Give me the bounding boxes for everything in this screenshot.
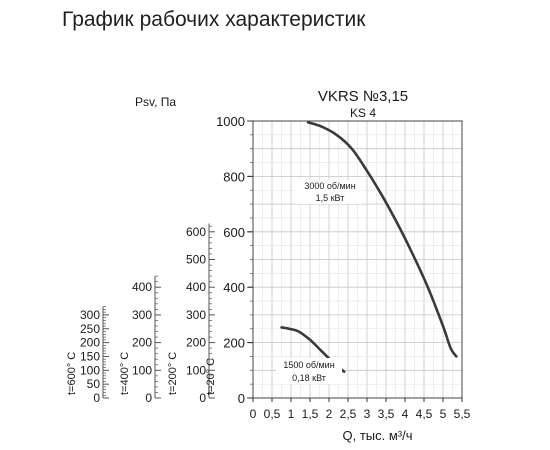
aux-tick-label: 250 <box>80 322 100 336</box>
aux-tick-label: 150 <box>80 349 100 363</box>
aux-tick-label: 300 <box>132 308 152 322</box>
series-label-1500: 1500 об/мин <box>283 360 334 370</box>
x-tick-label: 5,5 <box>454 407 471 421</box>
aux-tick-label: 500 <box>186 253 206 267</box>
x-tick-label: 2 <box>326 407 333 421</box>
y-tick-label: 800 <box>223 169 245 184</box>
aux-tick-label: 100 <box>80 363 100 377</box>
series-label-bg <box>276 358 342 384</box>
y-tick-label: 400 <box>223 280 245 295</box>
chart-subtitle: KS 4 <box>350 106 376 120</box>
aux-tick-label: 50 <box>87 377 101 391</box>
aux-temperature-label: t=200° C <box>167 352 179 395</box>
page-title: График рабочих характеристик <box>62 8 366 31</box>
aux-tick-label: 0 <box>93 391 100 405</box>
x-axis-label: Q, тыс. м³/ч <box>342 428 412 443</box>
aux-tick-label: 300 <box>186 308 206 322</box>
aux-tick-label: 100 <box>186 363 206 377</box>
auxiliary-pressure-scales: Psv, Па050100150200250300010020030040001… <box>66 95 253 405</box>
aux-tick-label: 200 <box>132 336 152 350</box>
aux-tick-label: 100 <box>132 363 152 377</box>
series-label-3000-power: 1,5 кВт <box>316 193 345 203</box>
chart-grid <box>252 120 463 399</box>
y-tick-label: 0 <box>238 391 245 406</box>
aux-tick-label: 200 <box>80 336 100 350</box>
x-tick-label: 3 <box>364 407 371 421</box>
chart-series <box>280 121 458 373</box>
chart-axes: 0 200 400 600 800 1000 0 0,5 1 1,5 2 2,5 3 3,5 4 4,5 5 5,… <box>216 114 471 443</box>
x-tick-label: 4 <box>402 407 409 421</box>
aux-tick-label: 300 <box>80 308 100 322</box>
x-tick-label: 0,5 <box>264 407 281 421</box>
x-tick-label: 0 <box>250 407 257 421</box>
aux-scale-header: Psv, Па <box>135 95 176 109</box>
series-label-1500-power: 0,18 кВт <box>292 373 326 383</box>
aux-tick-label: 0 <box>145 391 152 405</box>
x-tick-label: 2,5 <box>340 407 357 421</box>
x-tick-label: 3,5 <box>378 407 395 421</box>
aux-tick-label: 0 <box>199 391 206 405</box>
x-tick-label: 5 <box>440 407 447 421</box>
x-tick-label: 1 <box>288 407 295 421</box>
x-tick-label: 4,5 <box>416 407 433 421</box>
chart-title: VKRS №3,15 <box>318 88 408 105</box>
aux-temperature-label: t=400° C <box>119 352 131 395</box>
series-label-3000: 3000 об/мин <box>304 181 355 191</box>
aux-tick-label: 600 <box>186 225 206 239</box>
curve-3000-rpm <box>306 121 458 358</box>
series-label-bg <box>296 180 362 204</box>
aux-tick-label: 400 <box>132 280 152 294</box>
x-tick-label: 1,5 <box>302 407 319 421</box>
aux-temperature-label: t=600° C <box>66 352 78 395</box>
y-tick-label: 1000 <box>216 114 245 129</box>
aux-temperature-label: t=20° C <box>205 358 217 395</box>
aux-tick-label: 200 <box>186 336 206 350</box>
plot-frame <box>252 120 463 399</box>
aux-tick-label: 400 <box>186 280 206 294</box>
y-tick-label: 200 <box>223 336 245 351</box>
y-tick-label: 600 <box>223 225 245 240</box>
